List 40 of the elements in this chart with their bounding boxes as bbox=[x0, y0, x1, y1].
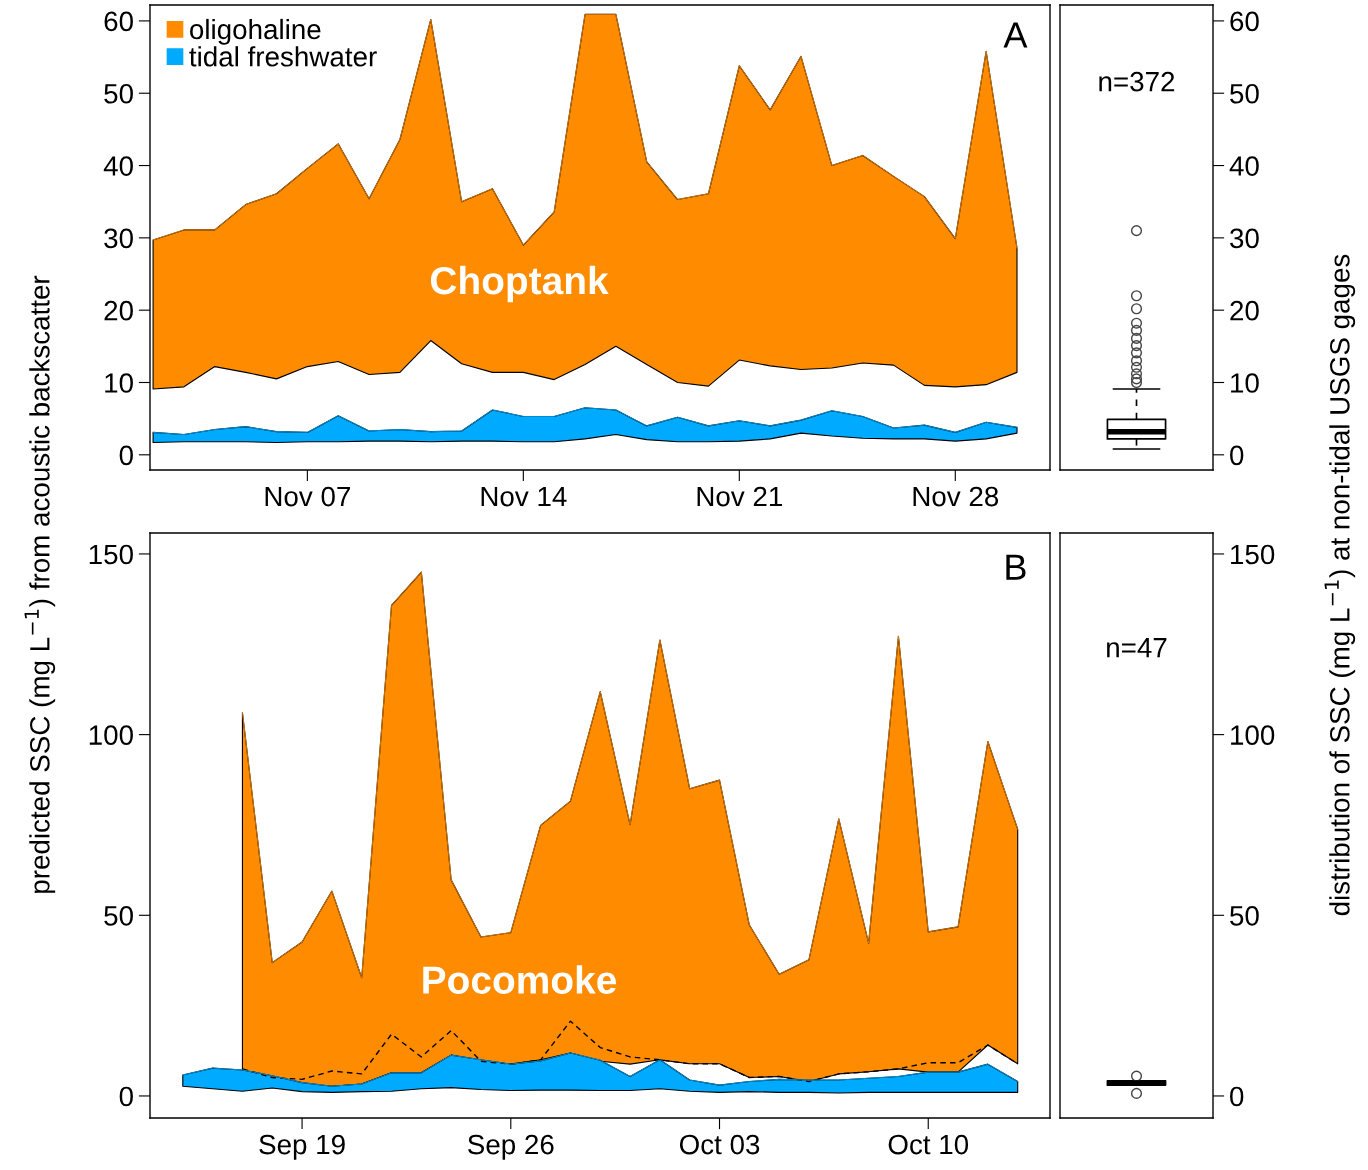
y-tick-label: 50 bbox=[104, 83, 133, 104]
annotation: Choptank bbox=[430, 265, 609, 303]
y-tick-label: 50 bbox=[104, 905, 133, 926]
legend-label: oligohaline bbox=[190, 18, 321, 45]
x-tick-label: Oct 10 bbox=[888, 1134, 969, 1155]
y-tick-label: 10 bbox=[105, 373, 133, 393]
annotation: n=372 bbox=[1099, 71, 1175, 92]
annotation: B bbox=[1006, 554, 1026, 580]
y-tick-label: 0 bbox=[119, 1086, 133, 1107]
legend-label: tidal freshwater bbox=[189, 46, 377, 67]
y-tick-label: 20 bbox=[1230, 300, 1259, 321]
y-tick-label: 30 bbox=[1230, 228, 1259, 249]
y-tick-label: 60 bbox=[1230, 11, 1259, 32]
y-tick-label: 60 bbox=[104, 11, 133, 32]
y-axis-title: predicted SSC (mg L$^{−1}$) from acoustic backscatter bbox=[24, 275, 56, 893]
x-tick-label: Nov 21 bbox=[697, 486, 782, 507]
y-tick-label: 50 bbox=[1230, 905, 1259, 926]
y-tick-label: 40 bbox=[1229, 156, 1259, 176]
y-tick-label: 100 bbox=[89, 725, 133, 745]
y-tick-label: 0 bbox=[1230, 1086, 1244, 1107]
x-tick-label: Sep 19 bbox=[259, 1134, 345, 1160]
y-tick-label: 0 bbox=[1230, 445, 1244, 466]
y-tick-label: 150 bbox=[89, 544, 133, 565]
annotation: A bbox=[1003, 22, 1028, 48]
x-tick-label: Sep 26 bbox=[468, 1134, 554, 1160]
x-tick-label: Nov 07 bbox=[265, 486, 350, 507]
annotation: n=47 bbox=[1107, 638, 1167, 658]
y-tick-label: 100 bbox=[1231, 725, 1275, 745]
y-tick-label: 40 bbox=[103, 156, 133, 176]
x-tick-label: Nov 28 bbox=[913, 486, 999, 507]
y-tick-label: 20 bbox=[104, 300, 133, 321]
y-tick-label: 150 bbox=[1231, 544, 1275, 565]
y-tick-label: 0 bbox=[119, 445, 133, 466]
y-tick-label: 10 bbox=[1231, 373, 1259, 393]
y-tick-label: 50 bbox=[1230, 83, 1259, 104]
x-tick-label: Oct 03 bbox=[679, 1134, 760, 1155]
x-tick-label: Nov 14 bbox=[481, 486, 567, 507]
y-axis-title: distribution of SSC (mg L$^{−1}$) at non-tidal USGS gages bbox=[1324, 254, 1356, 916]
annotation: Pocomoke bbox=[423, 965, 617, 994]
y-tick-label: 30 bbox=[104, 228, 133, 249]
